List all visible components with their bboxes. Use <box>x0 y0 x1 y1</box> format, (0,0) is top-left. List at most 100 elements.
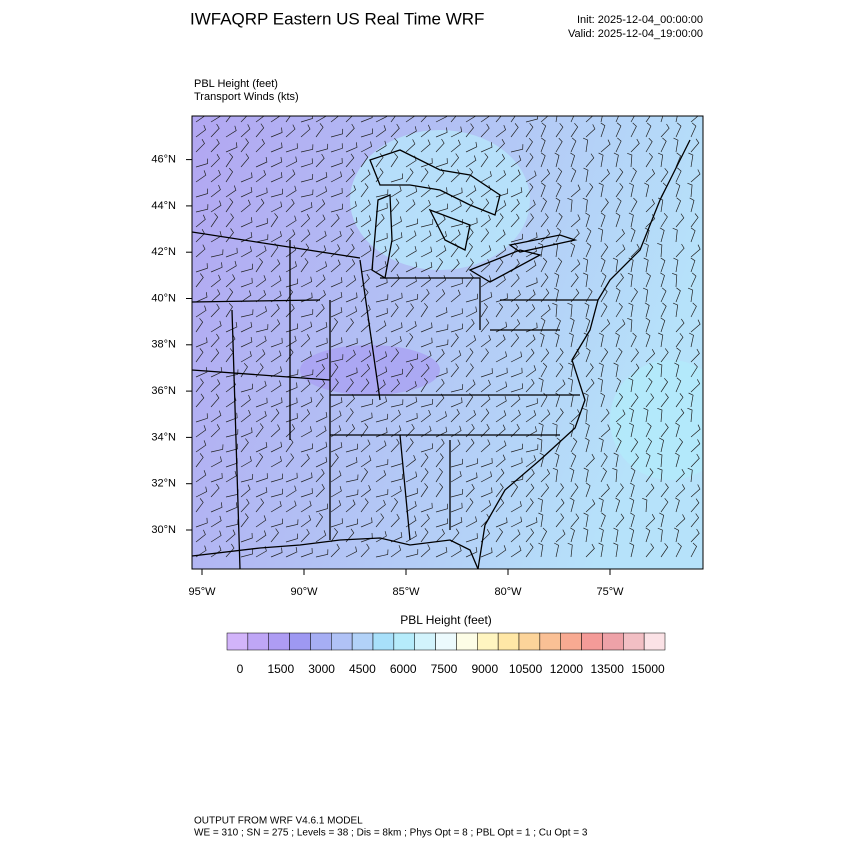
colorbar-tick-label: 4500 <box>349 662 376 676</box>
wind-barb <box>540 257 548 273</box>
wind-barb <box>420 363 430 378</box>
wind-barb <box>255 473 268 483</box>
wind-barb <box>300 547 313 558</box>
wind-barb <box>525 543 534 558</box>
wind-barb <box>255 335 267 348</box>
wind-barb <box>195 486 208 498</box>
wind-barb <box>435 203 448 213</box>
wind-barb <box>255 234 269 243</box>
wind-barb <box>435 324 449 333</box>
wind-barb <box>450 258 460 273</box>
wind-barb <box>525 528 535 543</box>
wind-barb <box>657 407 663 423</box>
wind-barb <box>569 422 575 438</box>
wind-barb <box>435 438 445 453</box>
wind-barb <box>375 413 389 423</box>
wind-barb <box>210 456 222 468</box>
wind-barb <box>255 380 267 393</box>
wind-barb <box>659 437 664 453</box>
wind-barb <box>583 527 589 543</box>
wind-barb <box>630 512 635 528</box>
wind-barb <box>690 302 697 318</box>
wind-barb <box>315 116 327 123</box>
wind-barb <box>375 140 387 153</box>
wind-barbs <box>195 116 701 558</box>
wind-barb <box>690 542 698 558</box>
wind-barb <box>553 287 559 303</box>
wind-barb <box>330 259 341 273</box>
wind-barb <box>315 172 328 183</box>
wind-barb <box>315 530 327 543</box>
lon-label: 85°W <box>392 586 420 598</box>
wind-barb <box>642 287 649 303</box>
wind-barb <box>450 308 463 318</box>
wind-barb <box>627 317 633 333</box>
wind-barb <box>420 168 429 183</box>
colorbar-tick-label: 10500 <box>509 662 543 676</box>
wind-barb <box>435 467 443 483</box>
wind-barb <box>525 365 537 378</box>
wind-barb <box>345 228 354 243</box>
wind-barb <box>240 548 254 558</box>
wind-barb <box>195 517 208 528</box>
wind-barb <box>510 409 521 423</box>
colorbar-swatch <box>268 632 290 651</box>
wind-barb <box>420 124 431 138</box>
wind-barb <box>270 303 280 318</box>
wind-barb <box>540 362 548 378</box>
wind-barb <box>390 216 402 228</box>
wind-barb <box>495 200 507 213</box>
wind-barb <box>600 122 606 138</box>
wind-barb <box>420 337 433 348</box>
wind-barb <box>450 200 462 213</box>
wind-barb <box>270 397 283 408</box>
wind-barb <box>240 217 253 228</box>
wind-barb <box>675 408 685 423</box>
wind-barb <box>450 219 464 228</box>
wind-barb <box>270 350 282 363</box>
valid-time: Valid: 2025-12-04_19:00:00 <box>568 28 703 40</box>
wind-barb <box>567 302 573 318</box>
wind-barb <box>450 488 464 498</box>
wind-barb <box>390 336 402 348</box>
wind-barb <box>555 363 564 378</box>
wind-barb <box>345 217 358 228</box>
wind-barb <box>615 122 622 138</box>
wind-barb <box>675 152 682 168</box>
wind-barb <box>660 498 669 513</box>
wind-barb <box>330 277 343 288</box>
wind-barb <box>270 231 282 243</box>
wind-barb <box>540 137 546 153</box>
wind-barb <box>690 528 700 543</box>
wind-barb <box>480 335 492 348</box>
wind-barb <box>375 168 384 183</box>
wind-barb <box>330 378 339 393</box>
wind-barb <box>567 542 573 558</box>
wind-barb <box>210 289 221 303</box>
wind-barb <box>615 497 621 513</box>
lake <box>428 208 471 251</box>
wind-barb <box>210 483 220 498</box>
wind-barb <box>390 486 402 498</box>
wind-barb <box>675 122 682 138</box>
wind-barb <box>240 409 251 423</box>
wind-barb <box>255 157 268 168</box>
wind-barb <box>613 362 619 378</box>
wind-barb <box>645 422 652 438</box>
wind-barb <box>330 397 343 408</box>
wind-barb <box>225 543 235 558</box>
wind-barb <box>465 546 478 558</box>
wind-barb <box>555 257 563 273</box>
wind-barb <box>435 307 448 318</box>
wind-barb <box>540 392 548 408</box>
wind-barb <box>598 542 604 558</box>
wind-barb <box>195 470 207 483</box>
wind-barb <box>435 187 448 198</box>
wind-barb <box>495 170 507 183</box>
wind-barb <box>480 423 490 438</box>
wind-barb <box>435 245 447 258</box>
wind-barb <box>538 242 544 258</box>
wind-barb <box>390 348 400 363</box>
wind-barb <box>435 116 448 123</box>
